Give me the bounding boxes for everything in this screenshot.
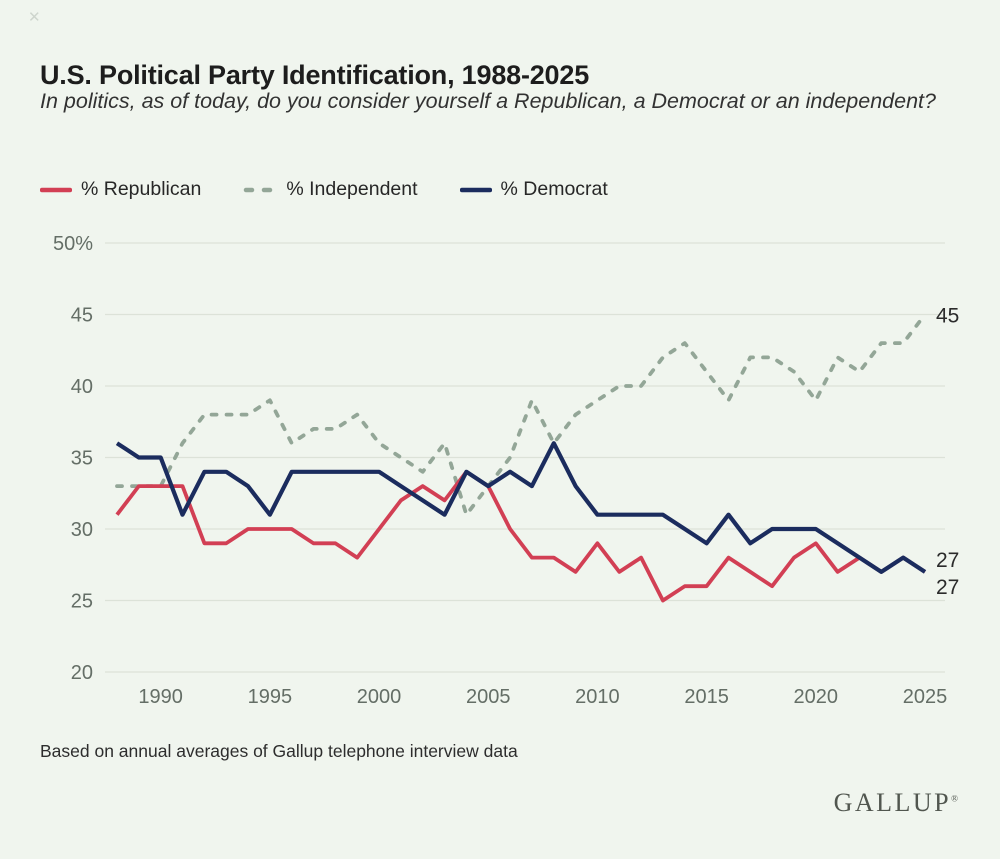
legend-label-independent: % Independent — [286, 178, 418, 200]
y-tick-label-45: 45 — [71, 305, 93, 327]
y-tick-label-30: 30 — [71, 519, 93, 541]
legend: % Republican % Independent % Democrat — [40, 178, 608, 201]
source-note: Based on annual averages of Gallup telep… — [40, 741, 518, 761]
legend-label-republican: % Republican — [81, 178, 202, 200]
y-tick-label-40: 40 — [71, 376, 93, 398]
close-icon[interactable]: ✕ — [28, 9, 41, 26]
x-tick-label-2000: 2000 — [357, 686, 402, 708]
gallup-logo: GALLUP® — [833, 788, 958, 817]
y-tick-label-35: 35 — [71, 448, 93, 470]
legend-item-independent: % Independent — [243, 178, 418, 201]
x-tick-label-2025: 2025 — [903, 686, 948, 708]
registered-mark: ® — [951, 793, 958, 804]
end-label-democrat: 27 — [936, 549, 959, 572]
independent-line — [115, 312, 927, 517]
end-label-republican: 27 — [936, 576, 959, 599]
republican-line — [115, 469, 927, 603]
y-tick-label-25: 25 — [71, 591, 93, 613]
page-title: U.S. Political Party Identification, 198… — [40, 60, 590, 91]
democrat-line — [115, 441, 927, 575]
y-tick-label-50: 50% — [53, 233, 93, 255]
republican-line-swatch — [40, 187, 72, 192]
independent-line-swatch — [244, 187, 278, 192]
chart-subtitle-question: In politics, as of today, do you conside… — [40, 89, 936, 113]
legend-item-democrat: % Democrat — [459, 178, 608, 201]
x-tick-label-2005: 2005 — [466, 686, 511, 708]
x-tick-label-1995: 1995 — [248, 686, 293, 708]
x-tick-label-2020: 2020 — [794, 686, 839, 708]
x-tick-label-2010: 2010 — [575, 686, 620, 708]
legend-label-democrat: % Democrat — [500, 178, 608, 200]
x-tick-label-1990: 1990 — [138, 686, 183, 708]
legend-item-republican: % Republican — [40, 178, 201, 201]
x-tick-label-2015: 2015 — [684, 686, 729, 708]
y-tick-label-20: 20 — [71, 662, 93, 684]
end-label-independent: 45 — [936, 305, 959, 328]
democrat-line-swatch — [459, 187, 492, 192]
